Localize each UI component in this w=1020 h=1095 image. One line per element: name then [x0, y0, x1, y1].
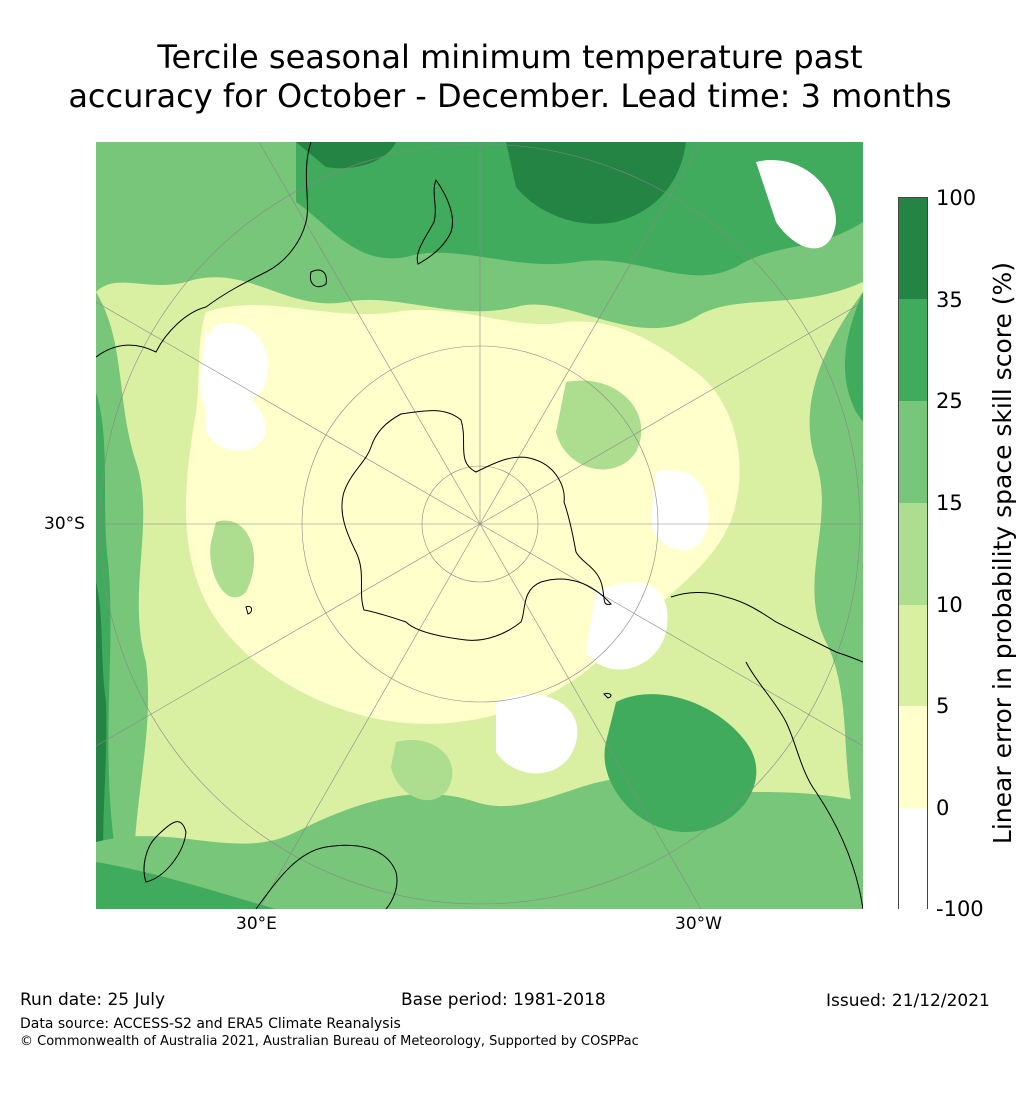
coastline-new-zealand: [416, 178, 453, 265]
title-line-1: Tercile seasonal minimum temperature pas…: [157, 38, 863, 76]
colorbar-tick-10: 10: [936, 593, 963, 617]
colorbar-tick-35: 35: [936, 288, 963, 312]
copyright: © Commonwealth of Australia 2021, Austra…: [20, 1034, 639, 1049]
data-source: Data source: ACCESS-S2 and ERA5 Climate …: [20, 1016, 401, 1032]
meridian-8: [479, 142, 702, 525]
coastline-madagascar: [143, 821, 187, 883]
coastline-africa: [255, 844, 398, 909]
colorbar-tick-100: 100: [936, 186, 977, 210]
region-top-skill-nw: [296, 142, 396, 169]
coastline-falklands: [603, 693, 612, 699]
meridian-5: [96, 523, 481, 747]
region-mid-skill-3: [391, 740, 453, 801]
region-mid-skill-2: [210, 520, 255, 598]
region-negative-skill-4: [496, 694, 578, 774]
map-canvas: [96, 142, 863, 909]
meridian-2: [479, 523, 863, 747]
region-top-skill-west: [96, 582, 107, 862]
chart-title: Tercile seasonal minimum temperature pas…: [0, 38, 1020, 116]
region-top-skill-north: [506, 142, 686, 224]
meridian-7: [258, 142, 481, 525]
colorbar-bin-35-100: [899, 198, 927, 299]
colorbar-bin-0-5: [899, 706, 927, 808]
coastline-south-america: [670, 592, 863, 663]
colorbar-tick-15: 15: [936, 491, 963, 515]
coastline-kerguelen: [245, 605, 253, 615]
colorbar-title: Linear error in probability space skill …: [988, 261, 1017, 845]
colorbar-bin-5-10: [899, 605, 927, 706]
region-high-skill-east: [809, 292, 863, 842]
colorbar-tick-0: 0: [936, 796, 950, 820]
coastline-tasmania: [309, 269, 327, 288]
skill-regions: [96, 142, 863, 909]
colorbar-bin-neg100-0: [899, 808, 927, 910]
run-date: Run date: 25 July: [20, 990, 166, 1010]
region-negative-skill-6: [206, 389, 266, 451]
region-very-high-skill-east: [844, 292, 863, 422]
coastline-south-america-east: [745, 661, 863, 909]
lat-label-30s: 30°S: [44, 514, 85, 534]
skill-score-map: [96, 142, 863, 909]
base-period: Base period: 1981-2018: [401, 990, 606, 1010]
region-mid-skill-1: [556, 380, 642, 470]
colorbar: [898, 197, 928, 910]
issued-date: Issued: 21/12/2021: [826, 991, 990, 1011]
region-high-skill-west: [96, 292, 149, 909]
region-very-high-skill-south: [604, 694, 757, 832]
coastline-antarctica: [341, 410, 612, 641]
colorbar-tick-neg100: -100: [936, 897, 984, 921]
meridian-1: [479, 301, 863, 525]
region-very-high-skill-sw: [96, 862, 276, 909]
colorbar-tick-5: 5: [936, 694, 950, 718]
lon-label-30w: 30°W: [675, 914, 722, 934]
colorbar-bin-10-15: [899, 503, 927, 605]
graticule: [96, 142, 863, 909]
meridian-4: [258, 523, 481, 909]
meridian-3: [479, 523, 702, 909]
region-negative-skill-7: [756, 160, 836, 249]
lon-label-30e: 30°E: [236, 914, 277, 934]
coastlines: [96, 142, 863, 909]
colorbar-bin-15-25: [899, 401, 927, 503]
colorbar-tick-25: 25: [936, 389, 963, 413]
title-line-2: accuracy for October - December. Lead ti…: [68, 77, 952, 115]
coastline-australia: [96, 142, 312, 358]
region-negative-skill-5: [651, 470, 709, 551]
colorbar-bin-25-35: [899, 299, 927, 401]
meridian-6: [96, 301, 481, 525]
